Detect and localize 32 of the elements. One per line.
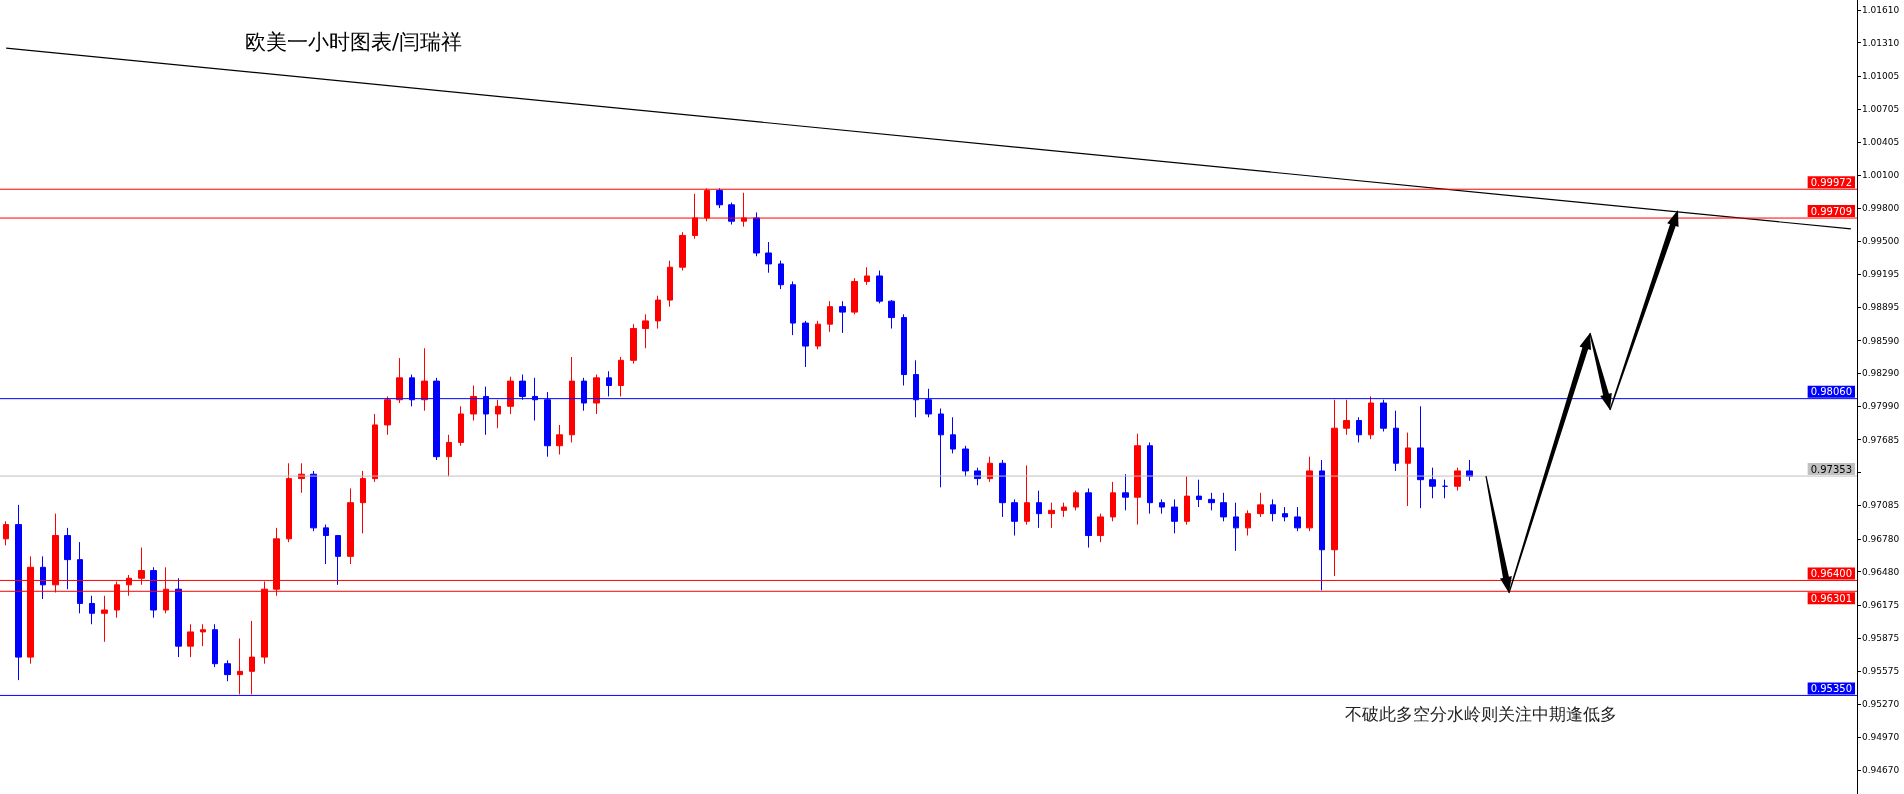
ref-line-label: 0.99972: [1810, 176, 1852, 188]
y-tick-label: 0.94670: [1862, 764, 1900, 775]
y-tick-label: 1.00100: [1862, 170, 1900, 181]
y-tick-label: 0.95875: [1862, 632, 1900, 643]
y-tick-label: 0.99195: [1862, 269, 1900, 280]
ref-line-label: 0.97353: [1810, 463, 1852, 475]
y-tick-label: 1.01610: [1862, 4, 1900, 15]
y-tick-label: 0.97085: [1862, 500, 1900, 511]
ref-line-label: 0.96400: [1810, 567, 1852, 579]
y-tick-label: 0.98895: [1862, 302, 1900, 313]
y-tick-label: 1.01310: [1862, 37, 1900, 48]
y-tick-label: 0.98290: [1862, 368, 1900, 379]
ref-line-label: 0.98060: [1810, 386, 1852, 398]
y-tick-label: 0.96175: [1862, 600, 1900, 611]
y-tick-label: 0.95270: [1862, 699, 1900, 710]
annotation: 不破此多空分水岭则关注中期逢低多: [1345, 703, 1617, 724]
y-tick-label: 1.00705: [1862, 103, 1900, 114]
y-tick-label: 0.94970: [1862, 732, 1900, 743]
y-tick-label: 0.97685: [1862, 434, 1900, 445]
y-tick-label: 0.99800: [1862, 203, 1900, 214]
text: 欧美一小时图表/闫瑞祥: [245, 29, 463, 54]
ref-line-label: 0.96301: [1810, 592, 1852, 604]
y-tick-label: 1.00405: [1862, 136, 1900, 147]
y-tick-label: 0.96780: [1862, 533, 1900, 544]
y-tick-label: 0.97990: [1862, 401, 1900, 412]
ref-line-label: 0.95350: [1810, 682, 1852, 694]
ref-line-label: 0.99709: [1810, 205, 1852, 217]
y-tick-label: 0.98590: [1862, 335, 1900, 346]
y-tick-label: 0.95575: [1862, 665, 1900, 676]
y-tick-label: 0.96480: [1862, 566, 1900, 577]
y-tick-label: 1.01005: [1862, 71, 1900, 82]
y-tick-label: 0.99500: [1862, 235, 1900, 246]
